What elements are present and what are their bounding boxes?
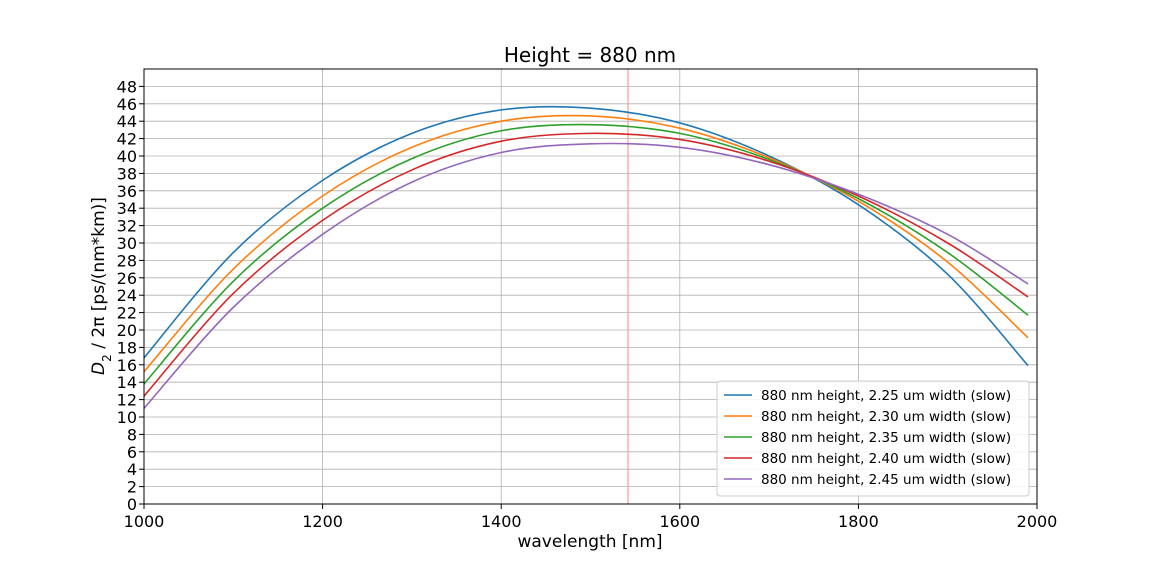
y-tick-label: 2 — [127, 478, 137, 497]
y-tick-label: 40 — [117, 147, 137, 166]
y-tick-label: 4 — [127, 460, 137, 479]
series-line — [143, 105, 1029, 367]
y-tick-label: 36 — [117, 182, 137, 201]
y-tick-label: 34 — [117, 199, 137, 218]
legend-label: 880 nm height, 2.45 um width (slow) — [761, 472, 1011, 488]
x-tick-label: 1600 — [659, 512, 700, 531]
y-tick-label: 48 — [117, 77, 137, 96]
y-axis-label-rest: / 2π [ps/(nm*km)] — [89, 197, 109, 354]
legend-label: 880 nm height, 2.30 um width (slow) — [761, 409, 1011, 425]
x-tick-label: 2000 — [1017, 512, 1058, 531]
y-tick-label: 32 — [117, 217, 137, 236]
y-tick-label: 42 — [117, 130, 137, 149]
y-axis-label-subscript: 2 — [100, 354, 114, 362]
y-axis-ticks: 0246810121416182022242628303234363840424… — [117, 77, 144, 514]
x-tick-label: 1200 — [302, 512, 343, 531]
series-line — [143, 123, 1029, 385]
y-tick-label: 6 — [127, 443, 137, 462]
y-tick-label: 30 — [117, 234, 137, 253]
chart-title: Height = 880 nm — [504, 43, 676, 67]
legend-label: 880 nm height, 2.25 um width (slow) — [761, 388, 1011, 404]
y-tick-label: 10 — [117, 408, 137, 427]
y-tick-label: 0 — [127, 495, 137, 514]
x-tick-label: 1400 — [481, 512, 522, 531]
y-tick-label: 24 — [117, 286, 137, 305]
y-tick-label: 20 — [117, 321, 137, 340]
y-tick-label: 18 — [117, 338, 137, 357]
y-tick-label: 12 — [117, 391, 137, 410]
x-axis-label: wavelength [nm] — [517, 532, 662, 552]
y-tick-label: 14 — [117, 373, 137, 392]
y-tick-label: 8 — [127, 425, 137, 444]
series-line — [143, 114, 1029, 373]
y-axis-label-symbol: D — [89, 362, 109, 375]
legend-label: 880 nm height, 2.35 um width (slow) — [761, 430, 1011, 446]
y-tick-label: 44 — [117, 112, 137, 131]
series-line — [143, 142, 1029, 409]
legend: 880 nm height, 2.25 um width (slow) 880 n… — [716, 380, 1030, 497]
x-tick-label: 1800 — [838, 512, 879, 531]
x-axis-ticks: 1000 1200 1400 1600 1800 2000 — [124, 504, 1058, 531]
y-tick-label: 22 — [117, 304, 137, 323]
y-tick-label: 16 — [117, 356, 137, 375]
legend-box — [716, 380, 1030, 497]
x-tick-label: 1000 — [124, 512, 165, 531]
y-tick-label: 26 — [117, 269, 137, 288]
series-line — [143, 132, 1029, 397]
series-lines — [143, 105, 1029, 409]
plot-frame — [143, 68, 1038, 505]
y-tick-label: 38 — [117, 164, 137, 183]
y-tick-label: 28 — [117, 251, 137, 270]
y-axis-label: D2 / 2π [ps/(nm*km)] — [89, 197, 114, 375]
y-tick-label: 46 — [117, 95, 137, 114]
legend-label: 880 nm height, 2.40 um width (slow) — [761, 451, 1011, 467]
